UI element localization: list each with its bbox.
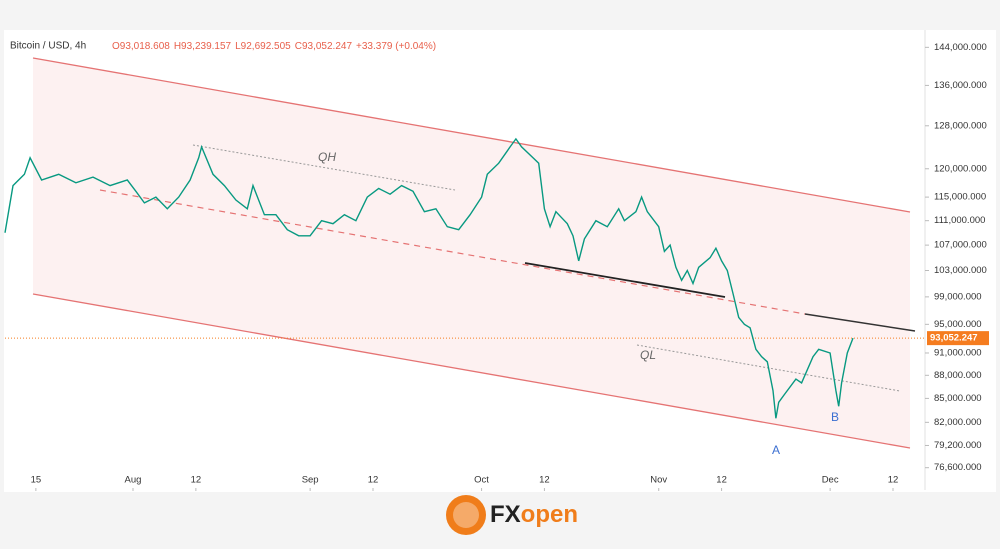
annotation: A bbox=[772, 443, 780, 457]
y-tick-label: 128,000.000 bbox=[934, 120, 987, 131]
black-line bbox=[524, 262, 726, 298]
y-tick-label: 85,000.000 bbox=[934, 393, 982, 404]
y-tick-label: 103,000.000 bbox=[934, 265, 987, 276]
ohlc-value: C93,052.247 bbox=[295, 41, 353, 52]
y-tick-label: 107,000.000 bbox=[934, 240, 987, 251]
ohlc-value: L92,692.505 bbox=[235, 41, 291, 52]
x-tick-label: 12 bbox=[888, 475, 899, 486]
annotation: B bbox=[831, 410, 839, 424]
y-tick-label: 111,000.000 bbox=[934, 215, 985, 226]
x-tick-label: 12 bbox=[191, 475, 202, 486]
y-tick-label: 79,200.000 bbox=[934, 440, 982, 451]
y-tick-label: 95,000.000 bbox=[934, 319, 982, 330]
x-tick-label: 12 bbox=[716, 475, 727, 486]
x-tick-label: 12 bbox=[539, 475, 550, 486]
y-tick-label: 99,000.000 bbox=[934, 291, 982, 302]
last-price-box bbox=[927, 331, 989, 346]
x-tick-label: Oct bbox=[474, 475, 489, 486]
ohlc-value: +33.379 (+0.04%) bbox=[356, 41, 436, 52]
channel-bottom bbox=[32, 293, 911, 449]
brand-name: FX bbox=[490, 501, 521, 528]
y-tick-label: 120,000.000 bbox=[934, 163, 987, 174]
x-tick-label: Nov bbox=[650, 475, 667, 486]
ohlc-header: O93,018.608 H93,239.157 L92,692.505 C93,052… bbox=[112, 41, 436, 52]
brand-name: open bbox=[521, 501, 578, 528]
x-tick-label: Sep bbox=[302, 475, 319, 486]
last-price-label: 93,052.247 bbox=[930, 333, 978, 344]
y-tick-label: 91,000.000 bbox=[934, 347, 982, 358]
y-tick-label: 82,000.000 bbox=[934, 417, 982, 428]
brand-logo bbox=[453, 502, 479, 528]
y-tick-label: 144,000.000 bbox=[934, 42, 987, 53]
qh-line bbox=[192, 144, 456, 191]
y-tick-label: 136,000.000 bbox=[934, 80, 987, 91]
ohlc-value: H93,239.157 bbox=[174, 41, 232, 52]
black-line bbox=[804, 313, 916, 332]
channel-top bbox=[32, 57, 911, 213]
chart-title: Bitcoin / USD, 4h bbox=[10, 41, 86, 52]
annotation: QH bbox=[318, 150, 336, 164]
channel-mid bbox=[99, 189, 806, 315]
x-tick-label: 12 bbox=[368, 475, 379, 486]
y-tick-label: 76,600.000 bbox=[934, 462, 982, 473]
y-tick-label: 115,000.000 bbox=[934, 192, 986, 203]
x-tick-label: Aug bbox=[125, 475, 142, 486]
price-line bbox=[4, 137, 854, 419]
annotation: QL bbox=[640, 348, 656, 362]
ohlc-value: O93,018.608 bbox=[112, 41, 170, 52]
x-tick-label: Dec bbox=[822, 475, 839, 486]
y-tick-label: 88,000.000 bbox=[934, 370, 982, 381]
brand-logo bbox=[446, 495, 486, 535]
x-tick-label: 15 bbox=[31, 475, 42, 486]
brand-name: FXopen bbox=[490, 501, 578, 528]
